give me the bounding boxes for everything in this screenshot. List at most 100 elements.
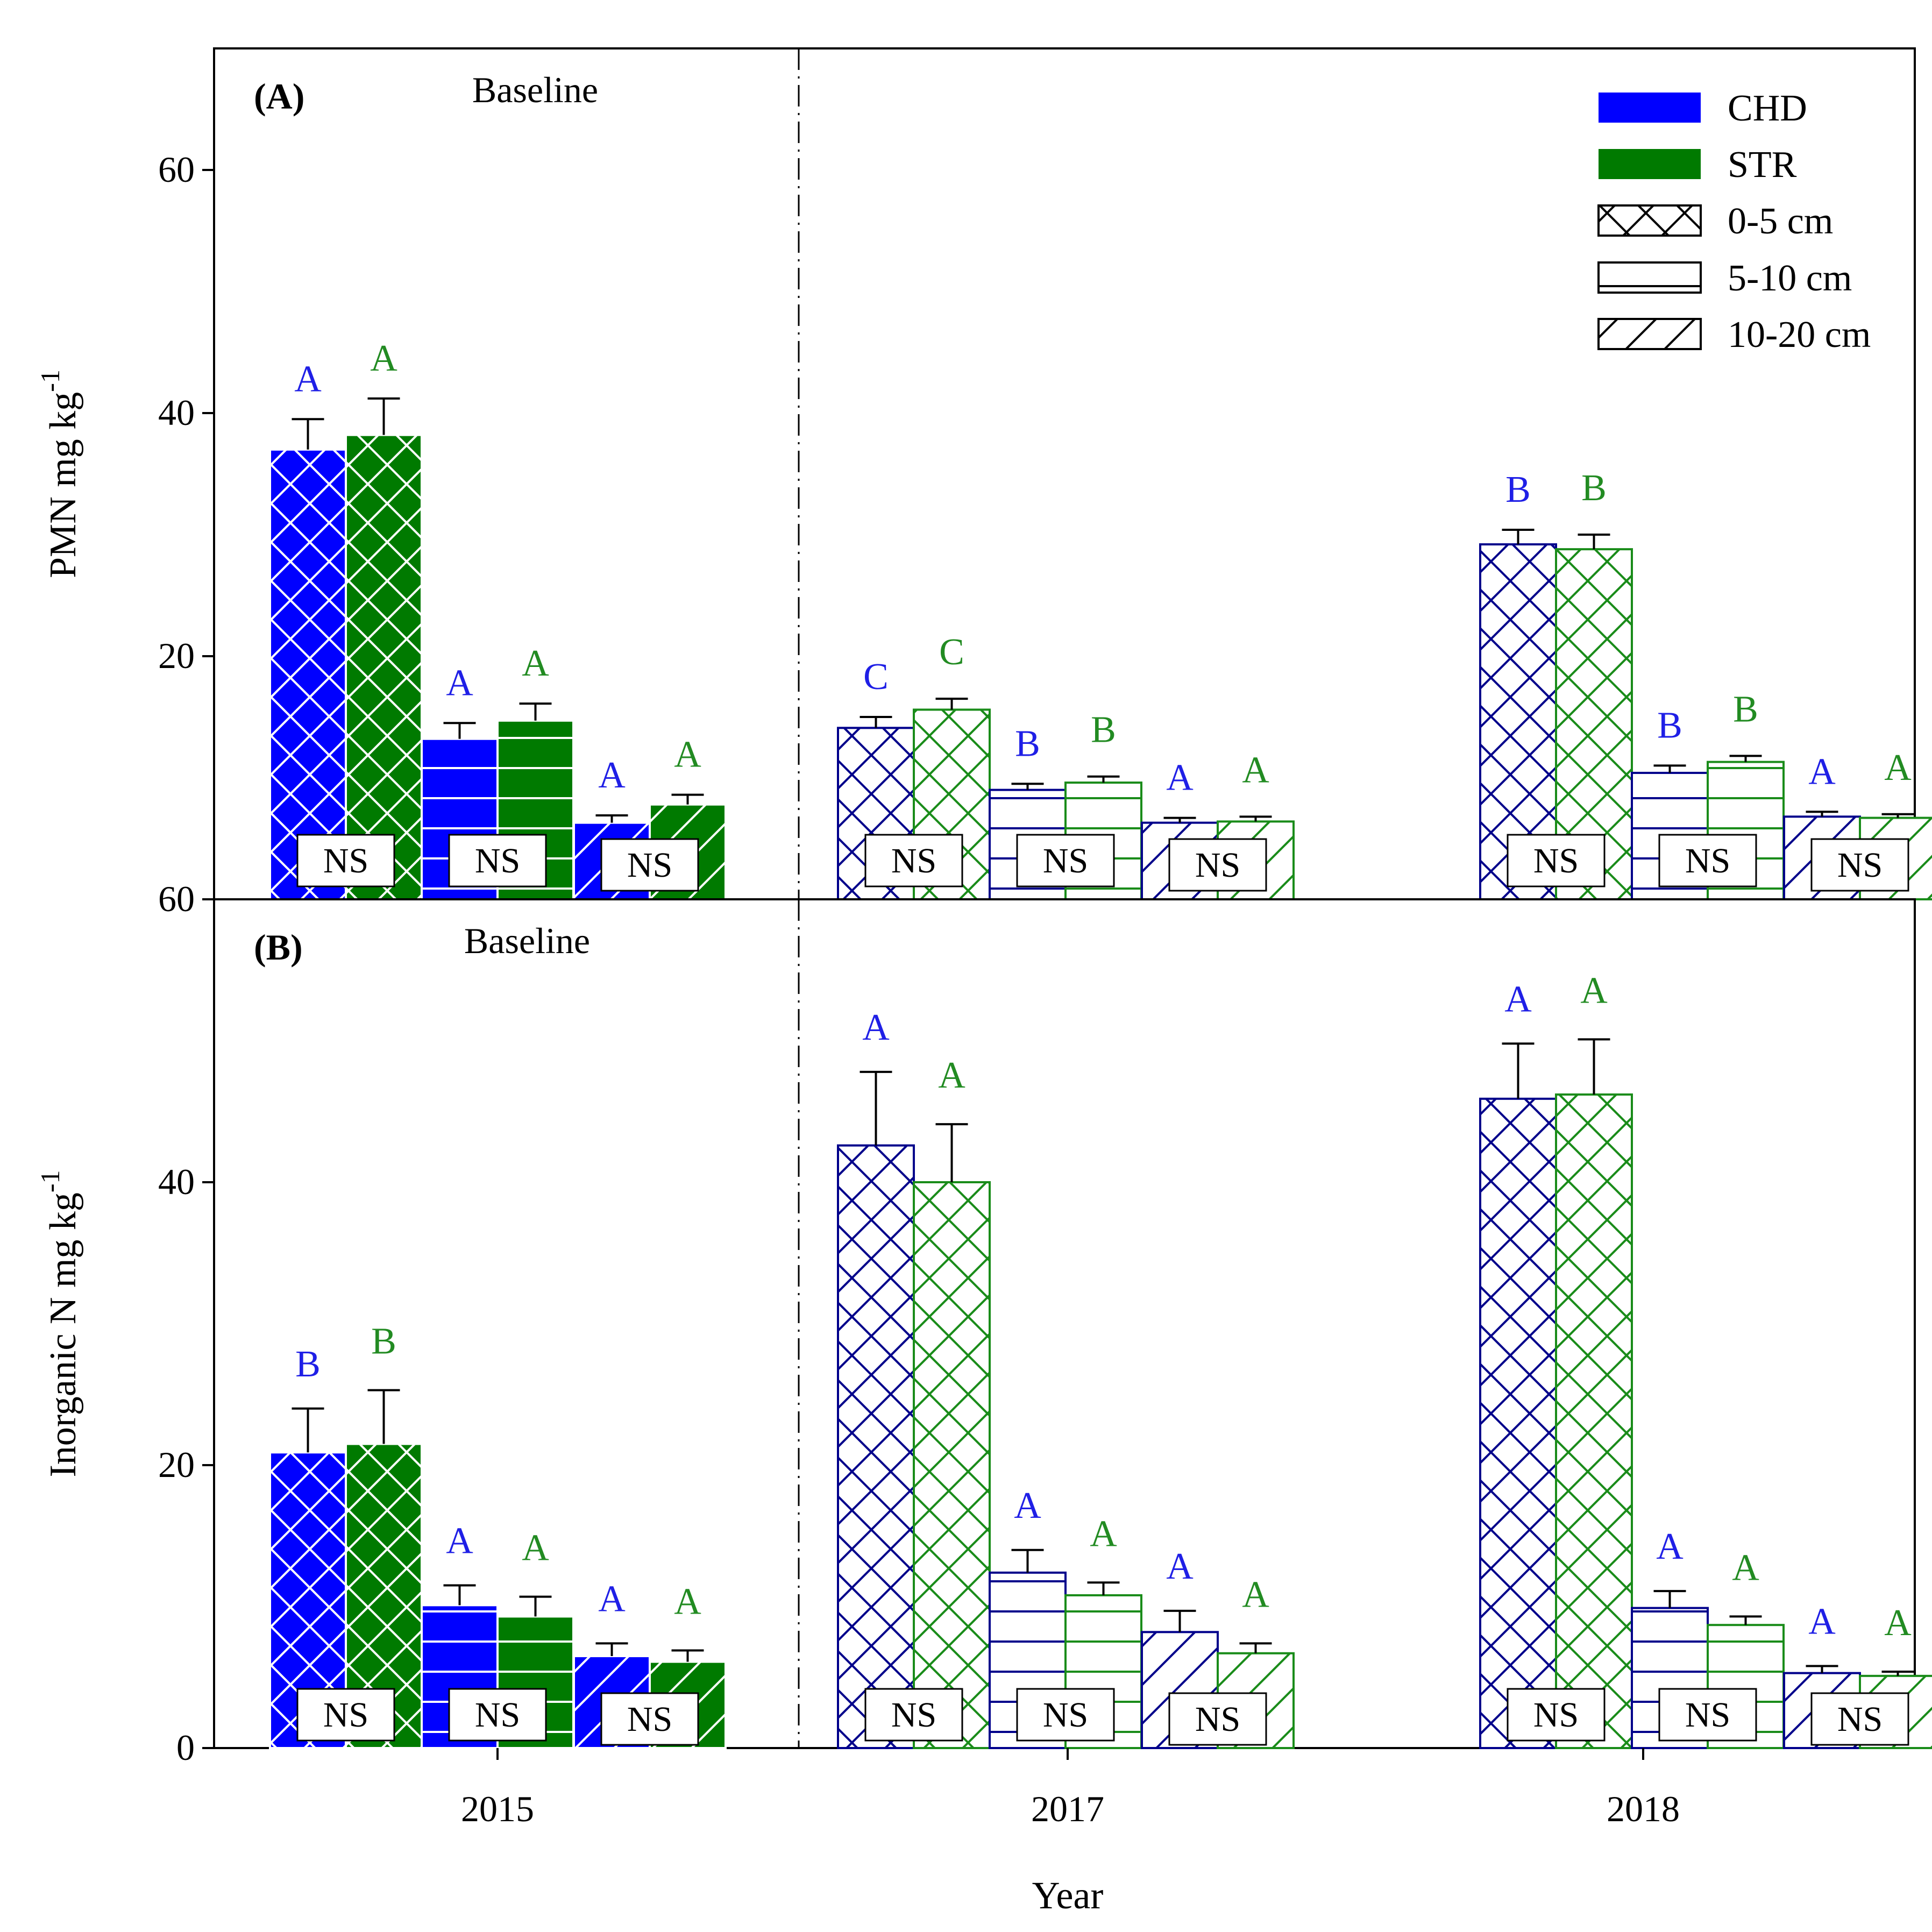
sig-letter-chd: A [294, 358, 322, 400]
sig-letter-chd: A [1166, 757, 1194, 799]
y-tick-label: 60 [158, 878, 195, 919]
sig-letter-chd: A [598, 1578, 626, 1620]
legend-label: 5-10 cm [1728, 258, 1852, 299]
ns-box [864, 834, 963, 887]
ns-label: NS [323, 1695, 368, 1735]
sig-letter-str: A [674, 734, 701, 776]
legend-swatch [1599, 149, 1701, 179]
sig-letter-chd: A [1504, 978, 1532, 1020]
sig-letter-chd: B [1505, 469, 1531, 510]
sig-letter-str: B [1091, 709, 1116, 751]
y-axis-title: Inorganic N mg kg-1 [35, 1170, 84, 1477]
year-group-2015: B B NS A A NS A A NS [269, 1321, 727, 1750]
sig-letter-chd: B [1015, 723, 1040, 764]
ns-box [296, 1688, 395, 1742]
ns-box [448, 834, 547, 887]
ns-label: NS [627, 846, 672, 885]
ns-label: NS [323, 841, 368, 880]
ns-label: NS [1685, 1695, 1730, 1735]
legend-item: CHD [1599, 88, 1807, 129]
sig-letter-str: B [1733, 688, 1758, 730]
sig-letter-str: A [522, 1528, 549, 1569]
sig-letter-str: A [522, 643, 549, 684]
sig-letter-chd: A [1808, 1601, 1836, 1642]
ns-label: NS [1195, 846, 1240, 885]
sig-letter-str: A [938, 1055, 965, 1096]
x-axis-title: Year [1032, 1874, 1104, 1917]
ns-box [1168, 1692, 1267, 1746]
legend-item: 10-20 cm [1597, 314, 1871, 356]
y-tick-label: 40 [158, 1161, 195, 1202]
baseline-label: Baseline [472, 69, 598, 110]
year-group-2017: A A NS A A NS A A NS [837, 1007, 1295, 1750]
sig-letter-chd: A [446, 1521, 473, 1562]
ns-label: NS [891, 1695, 936, 1735]
sig-letter-str: C [939, 631, 964, 673]
x-tick-label: 2018 [1607, 1788, 1680, 1829]
ns-box [1658, 1688, 1757, 1742]
ns-box [1658, 834, 1757, 887]
sig-letter-chd: A [862, 1007, 890, 1048]
sig-letter-str: B [1581, 467, 1607, 509]
sig-letter-str: A [674, 1581, 701, 1623]
legend-item: 5-10 cm [1597, 258, 1852, 299]
sig-letter-chd: A [598, 755, 626, 796]
sig-letter-chd: B [1657, 705, 1682, 746]
ns-box [296, 834, 395, 887]
y-tick-label: 60 [158, 149, 195, 190]
sig-letter-chd: A [446, 662, 473, 704]
y-tick-label: 0 [176, 1727, 195, 1768]
x-tick-label: 2015 [461, 1788, 534, 1829]
legend-label: 0-5 cm [1728, 201, 1833, 242]
bar-chd-2015-cross [269, 448, 347, 900]
ns-label: NS [1533, 1695, 1579, 1735]
ns-label: NS [1837, 846, 1883, 885]
sig-letter-chd: A [1166, 1546, 1194, 1587]
bar-chd-2017-cross [837, 1144, 915, 1750]
legend-swatch [1597, 261, 1702, 294]
sig-letter-str: A [1884, 747, 1912, 789]
panel-label: (A) [254, 76, 304, 117]
ns-label: NS [1533, 841, 1579, 880]
ns-box [864, 1688, 963, 1742]
sig-letter-str: A [1242, 1574, 1269, 1615]
ns-box [1507, 1688, 1606, 1742]
sig-letter-str: B [371, 1321, 396, 1362]
ns-label: NS [475, 1695, 520, 1735]
y-tick-label: 40 [158, 392, 195, 433]
ns-label: NS [1043, 841, 1088, 880]
year-group-2015: A A NS A A NS A A NS [269, 338, 727, 901]
bar-chd-2018-cross [1479, 1097, 1557, 1749]
legend-item: STR [1599, 144, 1797, 186]
sig-letter-str: A [1732, 1547, 1759, 1588]
sig-letter-chd: B [295, 1344, 321, 1385]
y-tick-label: 20 [158, 635, 195, 676]
sig-letter-chd: A [1808, 751, 1836, 792]
y-tick-label: 20 [158, 1444, 195, 1485]
legend: CHD STR 0-5 cm 5-10 cm 10-20 cm [1597, 88, 1871, 356]
sig-letter-str: A [1242, 749, 1269, 791]
ns-label: NS [1195, 1700, 1240, 1739]
sig-letter-chd: A [1656, 1526, 1684, 1567]
y-axis-title: PMN mg kg-1 [35, 370, 84, 578]
ns-label: NS [1043, 1695, 1088, 1735]
ns-box [1168, 838, 1267, 892]
legend-swatch [1597, 204, 1702, 237]
ns-label: NS [627, 1700, 672, 1739]
ns-box [1016, 834, 1115, 887]
year-group-2018: A A NS A A NS A A NS [1479, 970, 1932, 1750]
sig-letter-chd: A [1014, 1485, 1041, 1526]
sig-letter-str: A [370, 338, 397, 379]
baseline-label: Baseline [464, 920, 590, 961]
legend-label: CHD [1728, 88, 1807, 129]
legend-label: STR [1728, 144, 1797, 186]
ns-label: NS [1685, 841, 1730, 880]
legend-label: 10-20 cm [1728, 314, 1871, 356]
sig-letter-str: A [1884, 1602, 1912, 1644]
x-axis: 2015 2017 2018 Year [461, 1748, 1680, 1917]
ns-label: NS [475, 841, 520, 880]
ns-label: NS [1837, 1700, 1883, 1739]
sig-letter-str: A [1090, 1513, 1117, 1554]
